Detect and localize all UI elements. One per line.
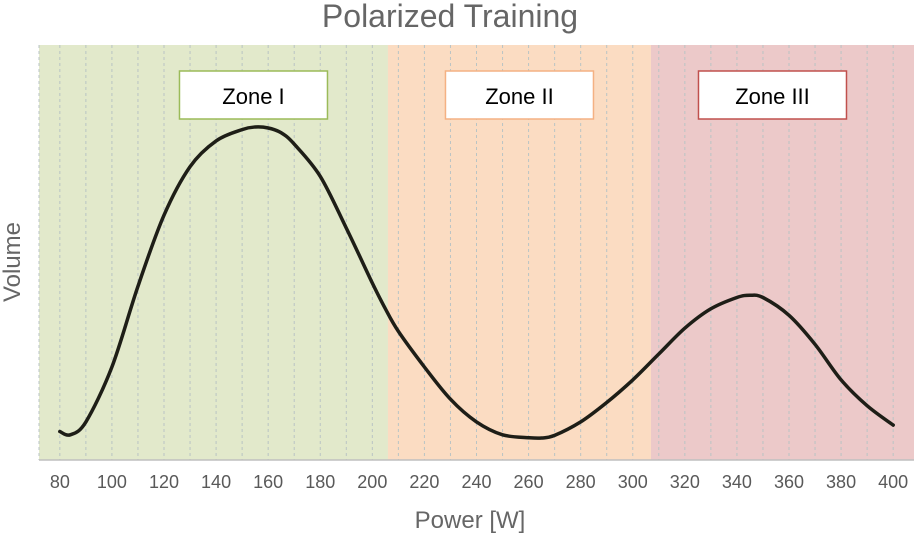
x-tick-label: 100 (97, 472, 127, 492)
zone-label-box-1 (178, 70, 329, 120)
x-tick-label: 160 (253, 472, 283, 492)
x-tick-label: 280 (566, 472, 596, 492)
zone-labels-layer: Zone I Zone II Zone III (178, 70, 848, 120)
x-tick-label: 380 (826, 472, 856, 492)
x-tick-label: 340 (722, 472, 752, 492)
zone-label-2: Zone II (485, 84, 553, 109)
series-layer (58, 125, 895, 440)
x-tick-label: 120 (149, 472, 179, 492)
chart-title: Polarized Training (322, 0, 578, 34)
zone-label-1: Zone I (222, 84, 284, 109)
x-tick-labels: 80 100 120 140 160 180 200 220 240 260 280 300 320 34… (50, 472, 908, 492)
x-tick-label: 260 (514, 472, 544, 492)
x-tick-label: 220 (409, 472, 439, 492)
volume-curve (58, 125, 895, 440)
zone-label-box-2 (444, 70, 595, 120)
zone-label-3: Zone III (735, 84, 810, 109)
y-axis-title: Volume (0, 222, 26, 302)
x-axis-title: Power [W] (415, 507, 526, 533)
x-tick-label: 200 (357, 472, 387, 492)
x-tick-label: 400 (878, 472, 908, 492)
x-tick-label: 240 (461, 472, 491, 492)
zone-label-box-3 (697, 70, 848, 120)
x-tick-label: 360 (774, 472, 804, 492)
x-tick-label: 300 (618, 472, 648, 492)
x-tick-label: 140 (201, 472, 231, 492)
x-tick-label: 80 (50, 472, 70, 492)
x-tick-label: 180 (305, 472, 335, 492)
x-tick-label: 320 (670, 472, 700, 492)
